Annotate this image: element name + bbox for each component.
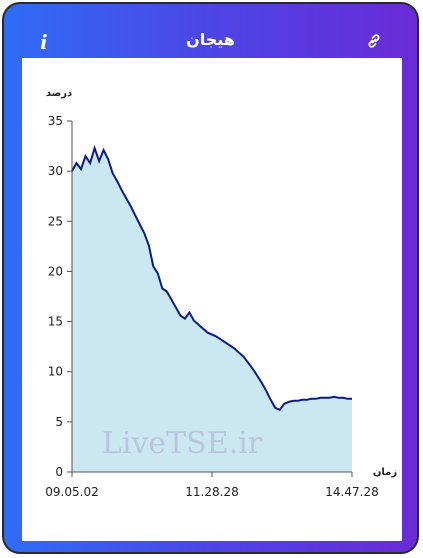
y-tick-label: 15 (48, 315, 63, 329)
watermark: LiveTSE.ir (102, 426, 263, 461)
y-tick-label: 5 (55, 415, 63, 429)
header-bar: i هیجان (4, 4, 417, 58)
series-area (72, 148, 352, 472)
info-icon[interactable]: i (40, 30, 48, 54)
x-tick-label: 09.05.02 (45, 485, 98, 499)
chart: LiveTSE.ir 0 5 10 15 20 25 30 35 09.05.02 11.28.28… (45, 88, 397, 499)
page-title: هیجان (186, 30, 235, 49)
chart-panel: LiveTSE.ir 0 5 10 15 20 25 30 35 09.05.02 11.28.28… (22, 58, 402, 541)
app-frame: i هیجان LiveTSE.ir 0 5 10 15 20 25 30 35 09.05.02… (2, 2, 419, 554)
x-tick-label: 14.47.28 (325, 485, 378, 499)
y-tick-label: 35 (48, 114, 63, 128)
y-tick-label: 20 (48, 264, 63, 278)
y-tick-label: 0 (55, 465, 63, 479)
y-tick-label: 30 (48, 164, 63, 178)
y-tick-label: 10 (48, 365, 63, 379)
x-tick-label: 11.28.28 (185, 485, 238, 499)
link-icon[interactable] (365, 32, 383, 54)
x-axis-title: زمان (373, 467, 397, 478)
y-axis-title: درصد (46, 88, 72, 99)
y-tick-label: 25 (48, 214, 63, 228)
series-line (71, 144, 352, 412)
